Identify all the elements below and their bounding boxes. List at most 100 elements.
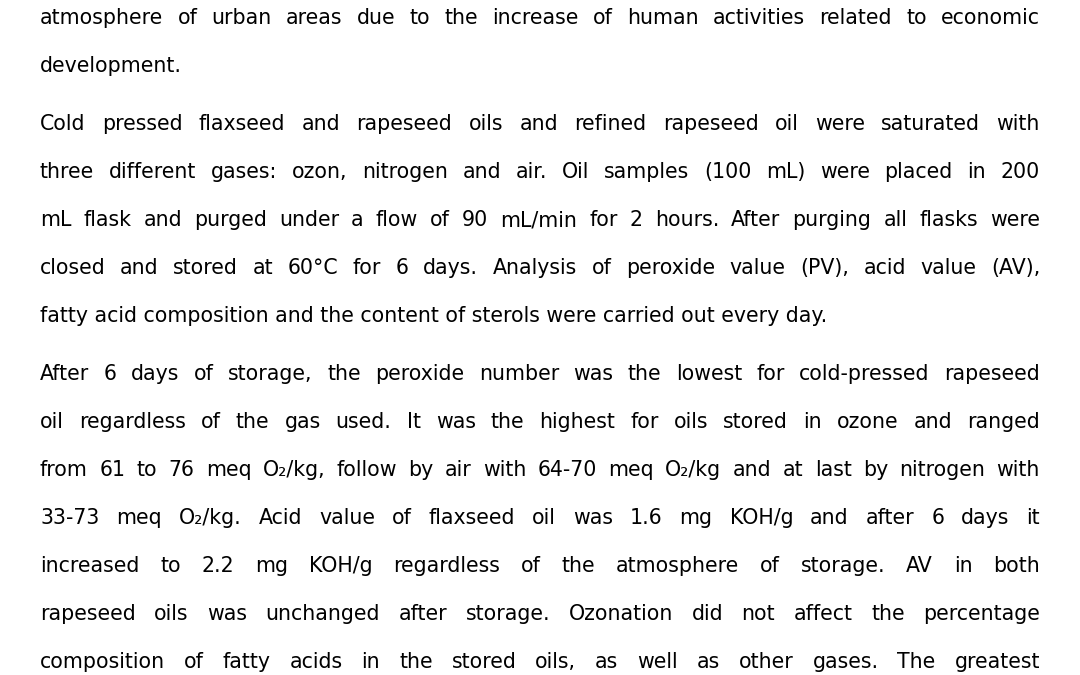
Text: after: after	[399, 604, 447, 624]
Text: highest: highest	[539, 412, 616, 432]
Text: and: and	[120, 258, 159, 278]
Text: value: value	[319, 508, 375, 528]
Text: at: at	[253, 258, 273, 278]
Text: mL/min: mL/min	[500, 210, 578, 230]
Text: of: of	[177, 8, 198, 28]
Text: in: in	[968, 162, 986, 182]
Text: for: for	[756, 364, 785, 384]
Text: value: value	[729, 258, 785, 278]
Text: ozone: ozone	[837, 412, 899, 432]
Text: KOH/g: KOH/g	[309, 556, 373, 576]
Text: fatty acid composition and the content of sterols were carried out every day.: fatty acid composition and the content o…	[40, 306, 827, 326]
Text: days.: days.	[423, 258, 478, 278]
Text: purging: purging	[793, 210, 872, 230]
Text: as: as	[595, 652, 619, 672]
Text: and: and	[519, 114, 558, 134]
Text: gas: gas	[284, 412, 321, 432]
Text: activities: activities	[713, 8, 806, 28]
Text: increased: increased	[40, 556, 139, 576]
Text: storage,: storage,	[228, 364, 312, 384]
Text: oils: oils	[154, 604, 189, 624]
Text: Analysis: Analysis	[492, 258, 577, 278]
Text: in: in	[362, 652, 380, 672]
Text: it: it	[1026, 508, 1040, 528]
Text: development.: development.	[40, 56, 183, 76]
Text: O₂/kg: O₂/kg	[665, 460, 721, 480]
Text: stored: stored	[174, 258, 239, 278]
Text: under: under	[279, 210, 339, 230]
Text: rapeseed: rapeseed	[40, 604, 136, 624]
Text: follow: follow	[337, 460, 397, 480]
Text: Ozonation: Ozonation	[569, 604, 673, 624]
Text: was: was	[435, 412, 475, 432]
Text: oil: oil	[40, 412, 64, 432]
Text: (100: (100	[704, 162, 752, 182]
Text: well: well	[637, 652, 678, 672]
Text: rapeseed: rapeseed	[944, 364, 1040, 384]
Text: meq: meq	[205, 460, 252, 480]
Text: and: and	[914, 412, 953, 432]
Text: hours.: hours.	[654, 210, 719, 230]
Text: with: with	[997, 114, 1040, 134]
Text: AV: AV	[906, 556, 933, 576]
Text: in: in	[804, 412, 822, 432]
Text: the: the	[235, 412, 269, 432]
Text: 2.2: 2.2	[202, 556, 234, 576]
Text: oil: oil	[774, 114, 799, 134]
Text: greatest: greatest	[955, 652, 1040, 672]
Text: urban: urban	[212, 8, 272, 28]
Text: After: After	[731, 210, 781, 230]
Text: of: of	[392, 508, 411, 528]
Text: economic: economic	[941, 8, 1040, 28]
Text: to: to	[409, 8, 430, 28]
Text: 200: 200	[1001, 162, 1040, 182]
Text: due: due	[356, 8, 395, 28]
Text: increase: increase	[492, 8, 579, 28]
Text: closed: closed	[40, 258, 106, 278]
Text: (PV),: (PV),	[800, 258, 849, 278]
Text: flasks: flasks	[919, 210, 978, 230]
Text: as: as	[697, 652, 720, 672]
Text: after: after	[866, 508, 915, 528]
Text: peroxide: peroxide	[375, 364, 464, 384]
Text: were: were	[990, 210, 1040, 230]
Text: the: the	[562, 556, 595, 576]
Text: oils: oils	[674, 412, 708, 432]
Text: atmosphere: atmosphere	[616, 556, 740, 576]
Text: three: three	[40, 162, 94, 182]
Text: After: After	[40, 364, 90, 384]
Text: was: was	[573, 364, 613, 384]
Text: stored: stored	[724, 412, 788, 432]
Text: was: was	[573, 508, 613, 528]
Text: O₂/kg,: O₂/kg,	[262, 460, 325, 480]
Text: fatty: fatty	[222, 652, 271, 672]
Text: value: value	[920, 258, 976, 278]
Text: by: by	[863, 460, 888, 480]
Text: oils,: oils,	[536, 652, 577, 672]
Text: storage.: storage.	[801, 556, 886, 576]
Text: 6: 6	[396, 258, 408, 278]
Text: human: human	[627, 8, 699, 28]
Text: pressed: pressed	[102, 114, 183, 134]
Text: of: of	[593, 8, 613, 28]
Text: at: at	[783, 460, 804, 480]
Text: oil: oil	[532, 508, 556, 528]
Text: both: both	[994, 556, 1040, 576]
Text: for: for	[631, 412, 659, 432]
Text: meq: meq	[117, 508, 162, 528]
Text: 90: 90	[462, 210, 488, 230]
Text: different: different	[109, 162, 197, 182]
Text: rapeseed: rapeseed	[663, 114, 758, 134]
Text: 6: 6	[104, 364, 117, 384]
Text: related: related	[820, 8, 892, 28]
Text: other: other	[739, 652, 794, 672]
Text: The: The	[897, 652, 935, 672]
Text: nitrogen: nitrogen	[362, 162, 448, 182]
Text: all: all	[883, 210, 907, 230]
Text: of: of	[193, 364, 214, 384]
Text: the: the	[327, 364, 361, 384]
Text: by: by	[408, 460, 433, 480]
Text: acid: acid	[863, 258, 906, 278]
Text: atmosphere: atmosphere	[40, 8, 163, 28]
Text: acids: acids	[289, 652, 342, 672]
